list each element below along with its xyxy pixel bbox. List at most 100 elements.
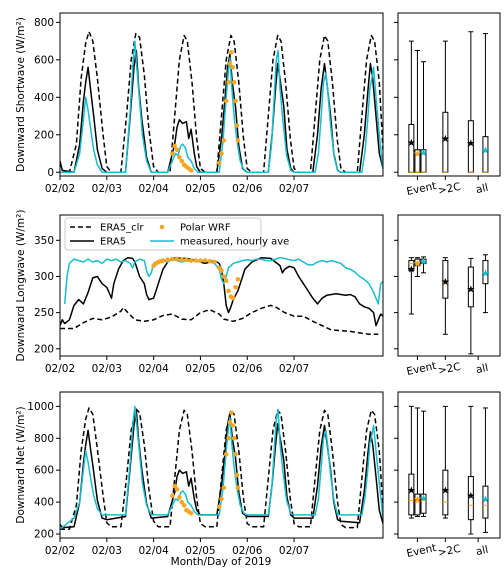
boxplot-box: ★: [481, 33, 490, 173]
wrf-point-17: [231, 435, 237, 441]
wrf-point-11: [221, 485, 227, 491]
wrf-point-15: [229, 50, 234, 55]
box-mean-star: ★: [419, 494, 428, 505]
plot-area: [60, 30, 383, 174]
y-tick-label: 800: [34, 433, 54, 445]
x-axis-label: Month/Day of 2019: [171, 556, 272, 568]
y-tick-label: 400: [34, 497, 54, 509]
y-tick-label: 350: [34, 235, 54, 247]
box-mean-star: ★: [481, 268, 490, 279]
wrf-point-12: [223, 98, 229, 104]
y-tick-label: 200: [34, 343, 54, 355]
wrf-point-11: [221, 138, 227, 143]
wrf-point-4: [179, 499, 185, 505]
legend: ERA5_clr ERA5 Polar WRF measured, hourly av…: [64, 217, 289, 251]
wrf-point-9: [216, 160, 222, 166]
box-iqr: [420, 493, 427, 514]
wrf-point-18: [233, 451, 238, 457]
wrf-point-9: [216, 504, 222, 510]
boxplot-box: ★: [413, 49, 422, 173]
wrf-point-14: [207, 258, 213, 264]
x-tick-label: 02/04: [138, 363, 169, 375]
wrf-point-16: [230, 65, 236, 70]
box-mean-star: ★: [419, 257, 428, 268]
panel-3: 200 400 600 800 1000 02/02 02/03 02/04 02/05 02/0…: [15, 391, 501, 560]
x-tick-label: 02/05: [185, 363, 215, 375]
x-tick-label: 02/06: [232, 183, 263, 195]
boxplot-frame: [397, 214, 501, 357]
x-tick-label: 02/03: [92, 363, 122, 375]
box-mean-star: ★: [407, 265, 416, 276]
wrf-point-7: [174, 256, 180, 262]
boxplot-box: ★: [481, 407, 490, 533]
series-era5-clr: [60, 407, 383, 530]
boxplot-box: ★: [441, 257, 450, 335]
boxplot-box: ★: [441, 405, 450, 519]
box-mean-star: ★: [413, 149, 422, 160]
panel-1: 0 200 400 600 800 02/02 02/03 02/04 02/05 02/06 02…: [15, 12, 501, 198]
box-iqr: [482, 260, 489, 285]
wrf-point-19: [223, 278, 229, 284]
wrf-point-22: [230, 295, 236, 301]
axes-frame: [59, 12, 384, 177]
x-tick-label: 02/07: [279, 545, 309, 557]
x-tick-label: 02/07: [279, 183, 309, 195]
legend-marker: [159, 224, 165, 230]
x-tick-label: 02/03: [92, 545, 122, 557]
x-tick-label: 02/05: [185, 183, 215, 195]
wrf-point-2: [174, 147, 180, 153]
box-mean-star: ★: [413, 494, 422, 505]
wrf-point-8: [188, 168, 194, 173]
wrf-point-12: [198, 258, 203, 263]
wrf-point-4: [160, 258, 166, 263]
boxplot-frame: [397, 12, 501, 177]
box-mean-star: ★: [419, 148, 428, 159]
box-category-label: >2C: [437, 543, 462, 559]
series-measured-hourly-ave: [63, 256, 383, 305]
wrf-point-0: [170, 151, 175, 156]
box-mean-star: ★: [466, 139, 475, 150]
box-mean-star: ★: [413, 259, 422, 270]
wrf-point-16: [230, 423, 236, 428]
panel-2: 200 250 300 350 02/02 02/03 02/04 02/05 02/06 02/…: [15, 210, 501, 378]
wrf-point-18: [221, 274, 227, 279]
boxplot-box: ★: [419, 61, 428, 173]
x-tick-label: 02/05: [185, 545, 215, 557]
boxplot-box: ★: [413, 257, 422, 277]
box-iqr: [408, 473, 415, 516]
box-mean-star: ★: [481, 145, 490, 156]
boxplot-box: ★: [419, 256, 428, 274]
wrf-point-13: [226, 80, 231, 85]
box-iqr: [408, 260, 415, 272]
x-tick-label: 02/06: [232, 363, 263, 375]
wrf-point-17: [231, 80, 237, 85]
wrf-point-1: [172, 483, 177, 489]
box-mean-star: ★: [407, 138, 416, 149]
wrf-point-15: [229, 410, 234, 416]
y-tick-label: 0: [47, 167, 54, 179]
series-era5-clr: [60, 304, 379, 336]
y-axis-label: Downward Net (W/m²): [15, 406, 27, 523]
box-iqr: [442, 469, 449, 516]
y-tick-label: 600: [34, 54, 54, 66]
wrf-point-5: [181, 502, 187, 508]
wrf-point-10: [219, 496, 224, 502]
box-iqr: [442, 260, 449, 299]
series-era5: [60, 408, 383, 529]
wrf-point-6: [170, 256, 175, 262]
wrf-point-18: [233, 98, 238, 104]
wrf-point-10: [219, 151, 224, 156]
wrf-point-13: [226, 435, 231, 441]
boxplot-box: ★: [481, 254, 490, 314]
boxplot-box: ★: [466, 257, 475, 355]
wrf-point-15: [212, 259, 217, 265]
wrf-point-9: [184, 257, 189, 263]
box-mean-star: ★: [466, 284, 475, 295]
y-tick-label: 300: [34, 271, 54, 283]
series-era5: [60, 256, 383, 327]
plot-area: [60, 256, 383, 336]
